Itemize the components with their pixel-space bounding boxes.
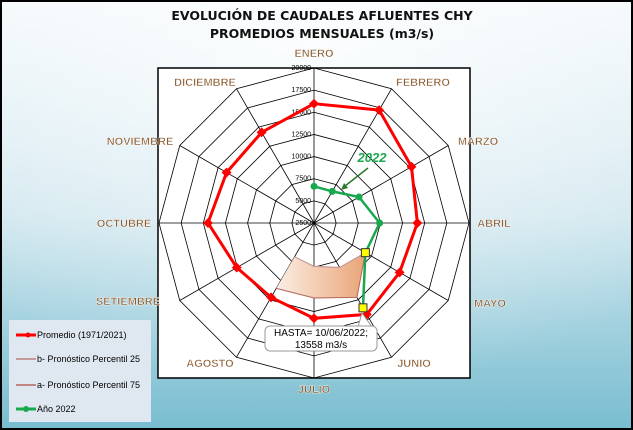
point-promedio-diciembre [256, 127, 267, 138]
spoke-setiembre [179, 222, 315, 301]
spoke-mayo [313, 222, 449, 301]
series-line-p25 [294, 252, 366, 269]
radar-grid [158, 67, 470, 379]
month-label-junio: JUNIO [397, 358, 431, 370]
point-promedio-julio [309, 313, 319, 324]
point-promedio-agosto [266, 292, 277, 303]
percentile-band [276, 252, 366, 299]
point-2022-marzo [355, 193, 363, 201]
spoke-agosto [236, 222, 315, 358]
month-label-julio: JULIO [298, 384, 331, 396]
tick-label: 7500 [295, 176, 311, 183]
year-2022-label: 2022 [357, 150, 388, 165]
point-promedio-mayo [394, 267, 405, 278]
radial-tick-labels: 2500 5000 7500 10000 12500 15000 17500 20000 [292, 65, 312, 227]
tick-label: 12500 [292, 131, 312, 138]
hasta-line2: 13558 m3/s [295, 340, 347, 351]
spoke-diciembre [236, 88, 315, 224]
legend-marker-promedio [25, 332, 31, 338]
point-2022-junio [358, 303, 368, 313]
arrow-head-icon [341, 183, 348, 190]
point-promedio-marzo [406, 161, 417, 172]
month-label-mayo: MAYO [474, 298, 506, 310]
percentile-band-fill [276, 252, 366, 299]
legend-label-p75: a- Pronóstico Percentil 75 [37, 380, 140, 390]
chart-subtitle: PROMEDIOS MENSUALES (m3/s) [210, 26, 434, 41]
point-2022-febrero [328, 187, 336, 195]
legend-label-2022: Año 2022 [37, 404, 76, 414]
tick-label: 5000 [295, 198, 311, 205]
month-label-marzo: MARZO [458, 136, 499, 148]
tick-label: 10000 [292, 154, 312, 161]
legend-label-promedio: Promedio (1971/2021) [37, 330, 127, 340]
month-label-febrero: FEBRERO [396, 77, 450, 89]
month-label-octubre: OCTUBRE [97, 218, 151, 230]
series-line-p75 [276, 252, 366, 299]
point-2022-mayo [360, 248, 370, 258]
annotations: 2022 HASTA= 10/06/2022; 13558 m3/s [264, 150, 388, 352]
hasta-callout [264, 325, 378, 352]
tick-label: 20000 [292, 65, 312, 72]
tick-label: 17500 [292, 87, 312, 94]
category-labels: ENERO FEBRERO MARZO ABRIL MAYO JUNIO JULIO AGOS… [96, 48, 512, 396]
month-label-enero: ENERO [294, 48, 334, 60]
spoke-marzo [313, 145, 449, 224]
month-label-diciembre: DICIEMBRE [174, 77, 236, 89]
month-label-agosto: AGOSTO [186, 358, 234, 370]
hasta-line1: HASTA= 10/06/2022; [274, 328, 368, 339]
legend-box [9, 320, 151, 422]
point-2022-abril [376, 219, 384, 227]
tick-label: 15000 [292, 109, 312, 116]
point-2022-enero [310, 182, 318, 190]
year-2022-arrow [344, 167, 369, 187]
point-promedio-octubre [203, 218, 213, 228]
series-layer [203, 98, 423, 324]
tick-label: 2500 [295, 220, 311, 227]
legend-label-p25: b- Pronóstico Percentil 25 [37, 354, 140, 364]
point-promedio-abril [412, 218, 423, 228]
point-promedio-setiembre [231, 262, 242, 273]
chart-title: EVOLUCIÓN DE CAUDALES AFLUENTES CHY [171, 8, 473, 23]
month-label-abril: ABRIL [477, 218, 511, 230]
legend-marker-2022 [23, 406, 29, 412]
month-label-setiembre: SETIEMBRE [96, 296, 160, 308]
legend: Promedio (1971/2021) b- Pronóstico Perce… [9, 320, 151, 422]
point-promedio-noviembre [221, 167, 232, 178]
month-label-noviembre: NOVIEMBRE [107, 136, 174, 148]
spoke-noviembre [179, 145, 315, 224]
